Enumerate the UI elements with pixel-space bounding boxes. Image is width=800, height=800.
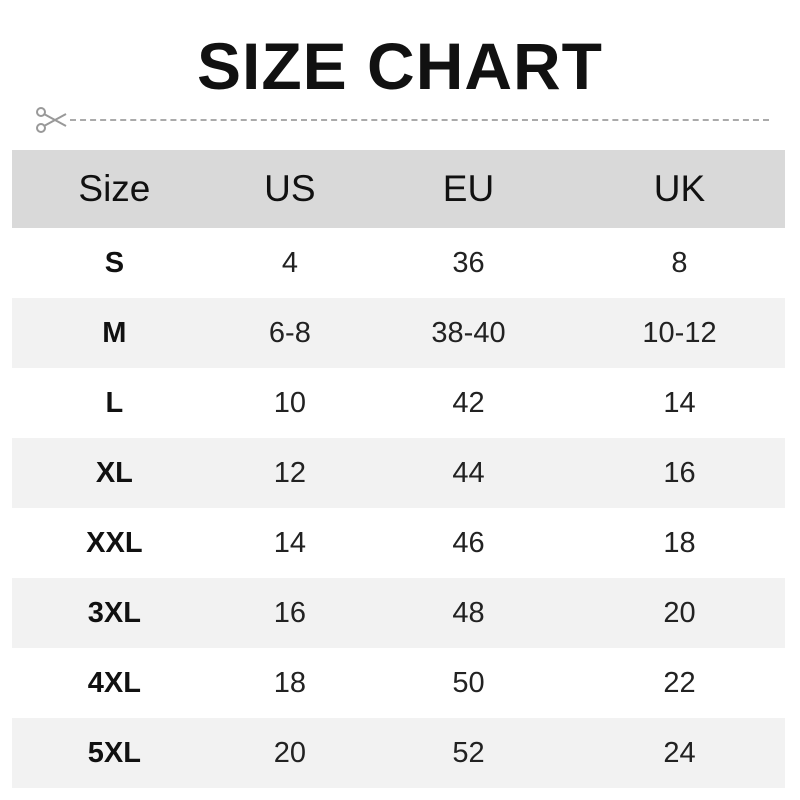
size-value: 22 <box>663 666 696 699</box>
size-label: S <box>104 246 125 279</box>
size-label: XXL <box>86 526 143 559</box>
size-value: 44 <box>363 438 574 508</box>
size-value: 16 <box>216 578 363 648</box>
table-row: 4XL 18 50 22 <box>12 648 785 718</box>
size-value: 20 <box>216 718 363 788</box>
table-row: S 4 36 8 <box>12 228 785 298</box>
size-value: 24 <box>573 718 785 788</box>
table-row: 3XL 16 48 20 <box>12 578 785 648</box>
size-label: XL <box>12 438 217 508</box>
size-value: 38-40 <box>363 298 574 368</box>
table-row: XXL 14 46 18 <box>12 508 785 578</box>
size-value: 20 <box>573 578 785 648</box>
size-value: 10 <box>273 386 307 419</box>
size-value: 18 <box>663 526 696 559</box>
table-row: M 6-8 38-40 10-12 <box>12 298 785 368</box>
table-row: 5XL 20 52 24 <box>12 718 785 788</box>
size-value: 6-8 <box>216 298 363 368</box>
size-value: 14 <box>663 386 696 419</box>
table-row: XL 12 44 16 <box>12 438 785 508</box>
size-table: Size US EU UK S 4 36 8 M 6-8 38-40 10-12 L 10 42 14 XL 1… <box>12 150 785 788</box>
size-value: 46 <box>452 526 485 559</box>
column-header: UK <box>573 150 785 228</box>
size-label: L <box>105 386 124 419</box>
header-row: Size US EU UK <box>12 150 785 228</box>
column-header: US <box>216 150 363 228</box>
table-row: L 10 42 14 <box>12 368 785 438</box>
size-label: 4XL <box>87 666 141 699</box>
size-value: 8 <box>671 246 688 279</box>
size-value: 16 <box>573 438 785 508</box>
size-value: 50 <box>452 666 485 699</box>
size-value: 14 <box>273 526 307 559</box>
size-value: 18 <box>273 666 307 699</box>
dashed-divider <box>70 119 769 121</box>
size-value: 48 <box>363 578 574 648</box>
size-value: 36 <box>452 246 485 279</box>
size-value: 4 <box>281 246 298 279</box>
column-header: Size <box>12 150 217 228</box>
cut-line <box>34 106 769 134</box>
scissors-icon <box>36 107 67 133</box>
size-value: 10-12 <box>573 298 785 368</box>
size-value: 52 <box>363 718 574 788</box>
size-label: M <box>12 298 217 368</box>
column-header: EU <box>363 150 574 228</box>
size-label: 3XL <box>12 578 217 648</box>
page-title: SIZE CHART <box>197 29 603 103</box>
size-value: 12 <box>216 438 363 508</box>
size-label: 5XL <box>12 718 217 788</box>
size-value: 42 <box>452 386 485 419</box>
